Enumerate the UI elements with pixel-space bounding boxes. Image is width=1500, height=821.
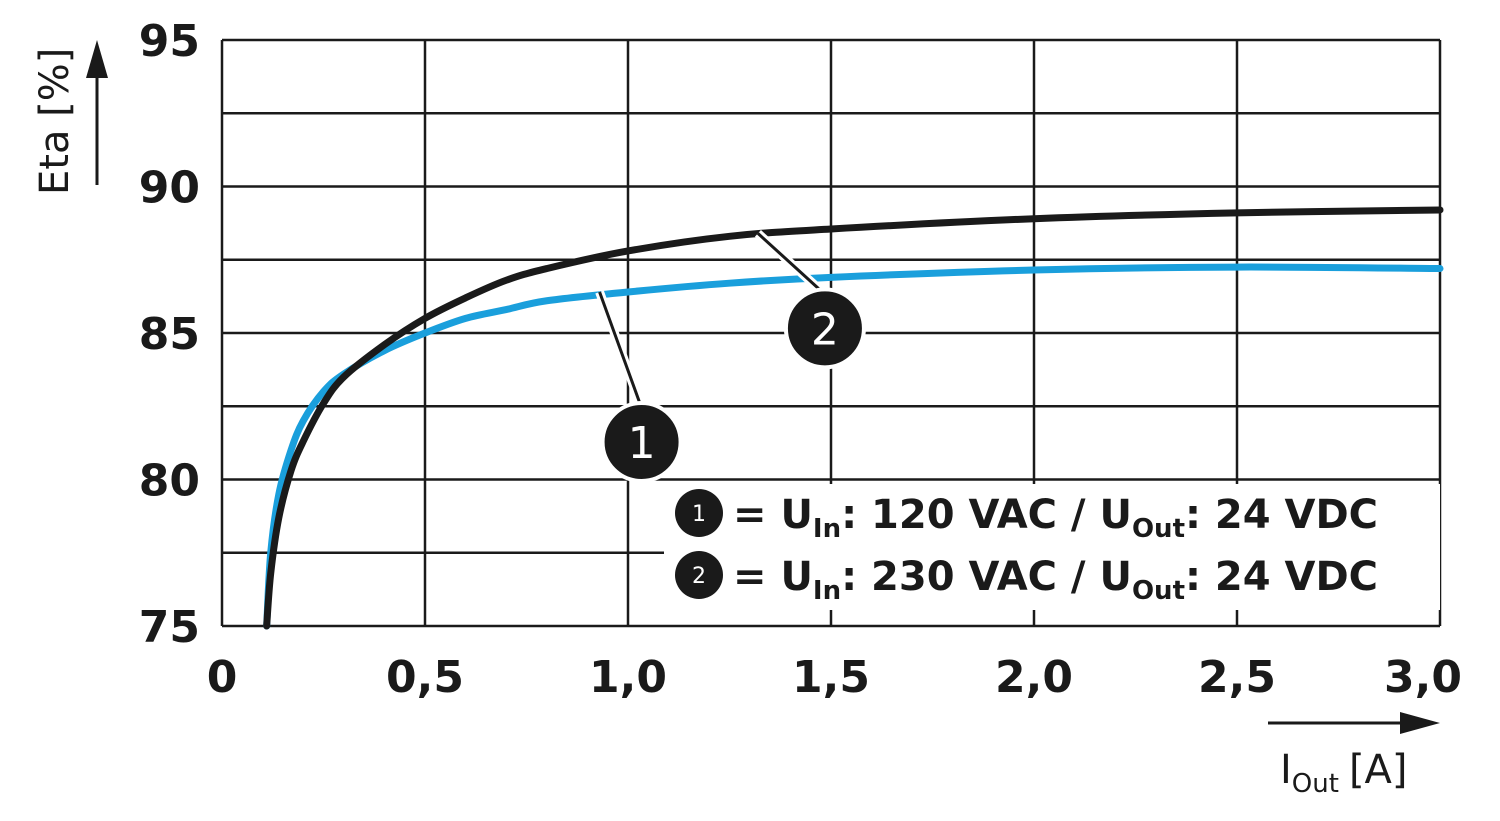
x-tick-label: 2,5 [1198,652,1276,703]
x-tick-label: 3,0 [1384,652,1462,703]
series-line-2 [263,206,1444,630]
legend: 1 = UIn: 120 VAC / UOut: 24 VDC 2 = UIn:… [675,489,1378,606]
y-tick-label: 90 [139,163,200,214]
y-axis-title: Eta [%] [32,48,78,195]
legend-entry-1: 1 = UIn: 120 VAC / UOut: 24 VDC [675,489,1378,544]
y-axis-title-group: Eta [%] [32,40,108,195]
series-callouts: 12 [595,230,866,483]
legend-text-1-in-sub: In [813,514,841,544]
series-line-1 [263,263,1444,630]
callout-2: 2 [754,230,866,370]
legend-badge-1-label: 1 [692,502,706,527]
callout-1: 1 [595,290,683,483]
y-tick-label: 85 [139,309,200,360]
x-tick-labels: 0 0,5 1,0 1,5 2,0 2,5 3,0 [207,652,1462,703]
callout-badge-2 [783,287,866,370]
legend-text-2-mid: : 230 VAC / U [841,554,1132,600]
y-tick-label: 75 [139,602,200,653]
legend-text-2: = UIn: 230 VAC / UOut: 24 VDC [733,554,1378,606]
callout-badge-1 [600,400,683,483]
legend-badge-2 [675,551,723,599]
callout-badge-label-1: 1 [628,418,656,469]
callout-leader-2 [756,232,826,296]
series-lines [263,206,1444,630]
x-tick-label: 1,5 [792,652,870,703]
callout-badge-label-2: 2 [811,304,839,355]
legend-text-2-out-sub: Out [1132,576,1185,606]
legend-text-1-mid: : 120 VAC / U [841,492,1132,538]
y-tick-label: 95 [139,16,200,67]
legend-entry-2: 2 = UIn: 230 VAC / UOut: 24 VDC [675,551,1378,606]
x-axis-arrow-head [1400,712,1440,734]
legend-badge-2-label: 2 [692,564,706,589]
x-axis-title-unit: [A] [1349,747,1408,793]
x-tick-label: 0,5 [386,652,464,703]
callout-leader-1 [598,291,643,409]
y-axis-arrow-head [86,40,108,78]
x-tick-label: 0 [207,652,238,703]
legend-badge-1 [675,489,723,537]
legend-text-1: = UIn: 120 VAC / UOut: 24 VDC [733,492,1378,544]
legend-background [664,484,1440,610]
x-axis-title-symbol: I [1280,747,1292,793]
x-tick-label: 1,0 [589,652,667,703]
legend-text-1-suffix: : 24 VDC [1185,492,1378,538]
legend-text-2-suffix: : 24 VDC [1185,554,1378,600]
legend-text-2-in-sub: In [813,576,841,606]
legend-text-2-prefix: = U [733,554,813,600]
x-tick-label: 2,0 [995,652,1073,703]
x-axis-title: IOut [A] [1280,747,1408,799]
x-axis-title-group: IOut [A] [1268,712,1440,799]
y-tick-label: 80 [139,456,200,507]
y-tick-labels: 75 80 85 90 95 [139,16,200,653]
x-axis-title-subscript: Out [1292,769,1339,799]
legend-text-1-out-sub: Out [1132,514,1185,544]
legend-text-1-prefix: = U [733,492,813,538]
